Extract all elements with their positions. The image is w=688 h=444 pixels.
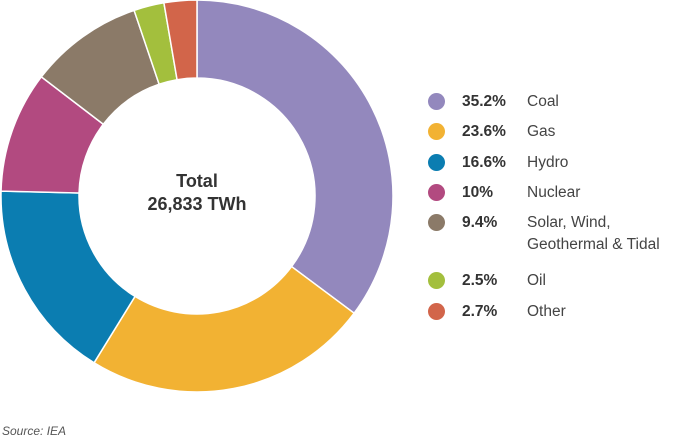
legend-item: 23.6% Gas [428, 123, 555, 140]
legend-label: Coal [527, 93, 559, 110]
legend-label: Oil [527, 272, 546, 289]
legend-percent: 10% [462, 184, 494, 201]
legend-swatch [428, 214, 445, 231]
legend-swatch [428, 303, 445, 320]
legend-item: 10% Nuclear [428, 184, 580, 201]
legend-swatch [428, 272, 445, 289]
legend-percent: 23.6% [462, 123, 506, 140]
legend-swatch [428, 154, 445, 171]
slice-other [163, 0, 198, 81]
legend-percent: 16.6% [462, 154, 506, 171]
slice-coal [196, 0, 394, 315]
legend-swatch [428, 184, 445, 201]
slice-gas [93, 265, 356, 393]
legend-label: Other [527, 303, 566, 320]
legend-percent: 35.2% [462, 93, 506, 110]
legend-label: Hydro [527, 154, 569, 171]
donut-chart [0, 0, 394, 393]
legend-label: Gas [527, 123, 556, 140]
legend-label: Nuclear [527, 184, 581, 201]
legend-item: 16.6% Hydro [428, 154, 568, 171]
legend-percent: 9.4% [462, 214, 498, 231]
legend-swatch [428, 93, 445, 110]
legend-item: 9.4% Solar, Wind, Geothermal & Tidal [428, 214, 660, 253]
center-label-title: Total [176, 171, 218, 191]
center-label-total: 26,833 TWh [147, 194, 247, 214]
legend-swatch [428, 123, 445, 140]
legend-item: 2.5% Oil [428, 272, 546, 289]
legend-item: 2.7% Other [428, 303, 566, 320]
legend-item: 35.2% Coal [428, 93, 559, 110]
legend-label: Solar, Wind, Geothermal & Tidal [527, 214, 660, 253]
source-note: Source: IEA [2, 424, 67, 438]
legend-percent: 2.7% [462, 303, 498, 320]
legend-percent: 2.5% [462, 272, 498, 289]
